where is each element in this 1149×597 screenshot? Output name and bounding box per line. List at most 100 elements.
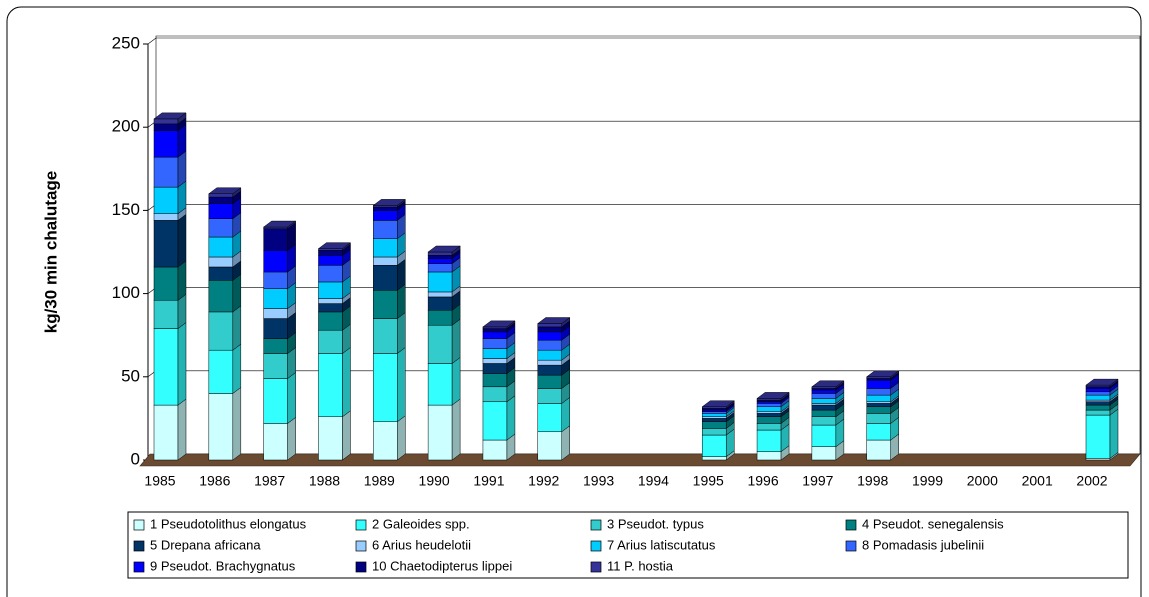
bar-segment bbox=[482, 363, 508, 374]
bar-segment bbox=[208, 266, 234, 281]
bar-segment bbox=[482, 386, 508, 403]
bar-segment bbox=[701, 456, 727, 461]
bar-top bbox=[756, 392, 790, 399]
bar-segment bbox=[153, 186, 179, 214]
bar-segment-side bbox=[287, 416, 296, 461]
bar-segment bbox=[482, 328, 508, 333]
x-tick-label: 1988 bbox=[309, 473, 340, 489]
bar-segment bbox=[318, 298, 343, 304]
bar-segment bbox=[537, 374, 563, 389]
legend-label: 9 Pseudot. Brachygnatus bbox=[150, 558, 296, 573]
bar-segment bbox=[373, 206, 398, 211]
bar-segment bbox=[263, 250, 288, 273]
bar-top bbox=[262, 220, 297, 228]
back-wall bbox=[155, 35, 1141, 455]
y-tick-label: 150 bbox=[112, 200, 140, 219]
bar-top bbox=[482, 320, 516, 328]
bar-segment bbox=[756, 429, 782, 452]
bar-segment bbox=[153, 328, 179, 406]
bar-segment bbox=[756, 406, 782, 412]
bar-segment-side bbox=[177, 213, 187, 268]
legend-swatch bbox=[845, 519, 857, 531]
bar-segment bbox=[208, 193, 234, 198]
bar-segment bbox=[153, 156, 179, 188]
bar-segment-side bbox=[232, 386, 242, 461]
bar-segment bbox=[811, 389, 837, 394]
bar-segment bbox=[427, 258, 453, 264]
bar-segment bbox=[208, 218, 234, 238]
bar-segment bbox=[701, 421, 727, 429]
bar-top bbox=[317, 242, 352, 249]
bar-segment bbox=[811, 409, 837, 417]
bar-segment-side bbox=[177, 322, 187, 406]
bar-segment bbox=[537, 431, 563, 461]
bar-segment bbox=[537, 403, 563, 432]
x-tick-label: 1989 bbox=[364, 473, 395, 489]
bar-segment bbox=[482, 348, 508, 359]
bar-segment bbox=[153, 300, 179, 329]
x-tick-label: 1998 bbox=[857, 473, 888, 489]
x-tick-label: 1991 bbox=[473, 473, 504, 489]
bar-top bbox=[811, 380, 845, 388]
bar-segment bbox=[318, 303, 343, 313]
bar-segment bbox=[756, 413, 782, 417]
bar-segment bbox=[482, 331, 508, 339]
y-axis-label: kg/30 min chalutage bbox=[41, 171, 60, 334]
bar-segment bbox=[482, 401, 508, 441]
bar-segment-side bbox=[342, 347, 351, 418]
bar-segment bbox=[318, 311, 343, 331]
bar-segment bbox=[373, 220, 398, 239]
legend-label: 8 Pomadasis jubelinii bbox=[862, 537, 984, 552]
x-tick-label: 1987 bbox=[254, 473, 285, 489]
legend-swatch bbox=[133, 561, 145, 573]
bar-segment bbox=[482, 439, 508, 461]
bar-segment bbox=[811, 404, 837, 411]
bar-segment-side bbox=[397, 415, 406, 461]
bar-segment bbox=[318, 255, 343, 266]
legend-swatch bbox=[590, 540, 602, 552]
legend-label: 11 P. hostia bbox=[607, 558, 674, 573]
bar-segment bbox=[811, 398, 837, 404]
bar-segment-side bbox=[506, 395, 516, 441]
bar-segment-side bbox=[451, 318, 461, 364]
bar-segment bbox=[866, 413, 891, 424]
legend-label: 2 Galeoides spp. bbox=[372, 516, 470, 531]
bar-segment bbox=[1085, 401, 1111, 406]
x-tick-label: 1986 bbox=[199, 473, 230, 489]
bar-segment bbox=[701, 428, 727, 436]
legend-swatch bbox=[355, 540, 367, 552]
bar-segment bbox=[537, 364, 563, 376]
bar-segment bbox=[427, 404, 453, 461]
bar-segment bbox=[811, 424, 837, 447]
legend-label: 3 Pseudot. typus bbox=[607, 516, 704, 531]
y-tick-label: 50 bbox=[121, 366, 140, 385]
bar-segment bbox=[373, 238, 398, 258]
bar-segment-side bbox=[397, 312, 406, 355]
bar-segment bbox=[756, 416, 782, 424]
bar-segment bbox=[427, 255, 453, 259]
bar-segment bbox=[427, 291, 453, 298]
legend-label: 6 Arius heudelotii bbox=[372, 537, 471, 552]
bar-segment bbox=[866, 388, 891, 396]
x-tick-label: 2000 bbox=[967, 473, 998, 489]
bar-segment bbox=[318, 329, 343, 354]
y-tick-label: 0 bbox=[131, 449, 140, 468]
bar-segment-side bbox=[232, 343, 242, 394]
bar-segment bbox=[153, 404, 179, 461]
bar-segment bbox=[866, 423, 891, 441]
bar-segment bbox=[208, 196, 234, 204]
bar-segment bbox=[263, 288, 288, 309]
bar-segment bbox=[263, 271, 288, 289]
x-tick-label: 1999 bbox=[912, 473, 943, 489]
legend-box bbox=[127, 511, 1129, 579]
bar-segment bbox=[427, 324, 453, 364]
bar-segment bbox=[208, 349, 234, 394]
bar-segment bbox=[866, 379, 891, 389]
bar-segment bbox=[373, 265, 398, 291]
x-tick-label: 1990 bbox=[419, 473, 450, 489]
bar-segment bbox=[701, 418, 727, 422]
bar-segment-side bbox=[342, 410, 351, 461]
legend-swatch bbox=[590, 561, 602, 573]
x-tick-label: 1992 bbox=[528, 473, 559, 489]
bar-segment bbox=[811, 416, 837, 426]
